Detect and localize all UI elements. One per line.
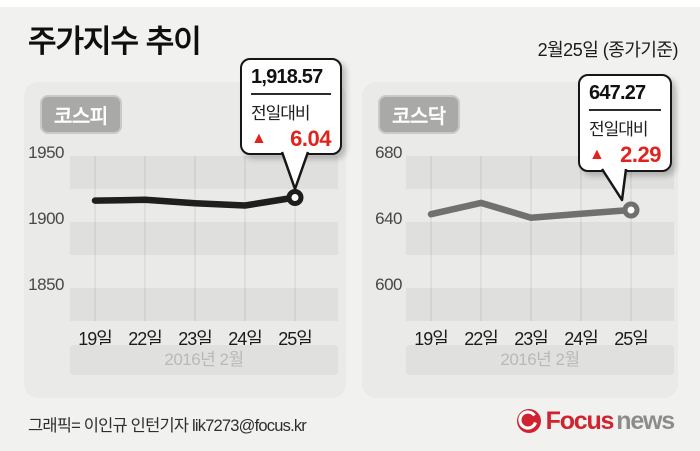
x-axis-label: 19일: [78, 329, 113, 349]
vertical-gridline: [144, 156, 146, 321]
y-axis-label: 680: [375, 143, 402, 162]
logo-focus-text: Focus: [545, 406, 615, 435]
top-white-strip: [0, 0, 700, 7]
kosdaq-line-chart: [427, 199, 640, 221]
month-band: 2016년 2월: [70, 345, 338, 375]
vertical-gridline: [580, 156, 582, 321]
panel-kospi: 코스피 1950 1900 1850 19일 22일 23일 24일 25일 2…: [24, 58, 346, 398]
callout-divider: [251, 93, 331, 95]
logo-news-text: news: [616, 406, 675, 435]
x-axis-label: 25일: [278, 329, 313, 349]
vertical-gridline: [194, 156, 196, 321]
x-axis-label: 24일: [564, 329, 599, 349]
credit-text: 그래픽= 이인규 인턴기자 lik7273@focus.kr: [28, 417, 307, 435]
index-chip-kospi: 코스피: [40, 95, 122, 134]
callout-value: 1,918.57: [251, 66, 323, 88]
x-axis-label: 22일: [128, 329, 163, 349]
x-axis-label: 19일: [414, 329, 449, 349]
focus-news-logo: Focus news: [516, 406, 675, 436]
index-chip-kosdaq: 코스닥: [378, 95, 460, 134]
callout-divider: [589, 109, 661, 111]
x-axis-label: 22일: [464, 329, 499, 349]
kospi-callout: 1,918.57 전일대비 ▲ 6.04: [240, 58, 342, 155]
callout-pointer: [600, 168, 628, 202]
month-band: 2016년 2월: [406, 345, 674, 375]
vertical-gridline: [244, 156, 246, 321]
vertical-gridline: [94, 156, 96, 321]
y-axis-label: 640: [375, 209, 402, 228]
x-axis-label: 24일: [228, 329, 263, 349]
up-triangle-icon: ▲: [251, 130, 267, 147]
y-axis-label: 1850: [28, 275, 64, 294]
kosdaq-callout: 647.27 전일대비 ▲ 2.29: [578, 74, 672, 172]
focus-swirl-icon: [516, 409, 541, 433]
plot-area-kosdaq: [406, 156, 674, 321]
up-triangle-icon: ▲: [589, 146, 605, 163]
date-note: 2월25일 (종가기준): [537, 40, 679, 60]
vertical-gridline: [294, 156, 296, 321]
callout-pointer: [280, 151, 310, 191]
vertical-gridline: [530, 156, 532, 321]
vertical-gridline: [480, 156, 482, 321]
x-axis-label: 23일: [178, 329, 213, 349]
callout-change-label: 전일대비: [589, 120, 649, 139]
x-axis-label: 23일: [514, 329, 549, 349]
panel-kosdaq: 코스닥 680 640 600 19일 22일 23일 24일 25일 2016…: [362, 74, 678, 398]
kospi-line-chart: [91, 189, 304, 209]
callout-change-value: 2.29: [620, 142, 661, 167]
vertical-gridline: [630, 156, 632, 321]
callout-change-value: 6.04: [290, 126, 331, 151]
y-axis-label: 1950: [28, 143, 64, 162]
vertical-gridline: [430, 156, 432, 321]
page-title: 주가지수 추이: [28, 24, 202, 59]
y-axis-label: 1900: [28, 209, 64, 228]
y-axis-label: 600: [375, 275, 402, 294]
x-axis-label: 25일: [614, 329, 649, 349]
callout-change-label: 전일대비: [251, 104, 311, 123]
callout-value: 647.27: [589, 82, 646, 104]
